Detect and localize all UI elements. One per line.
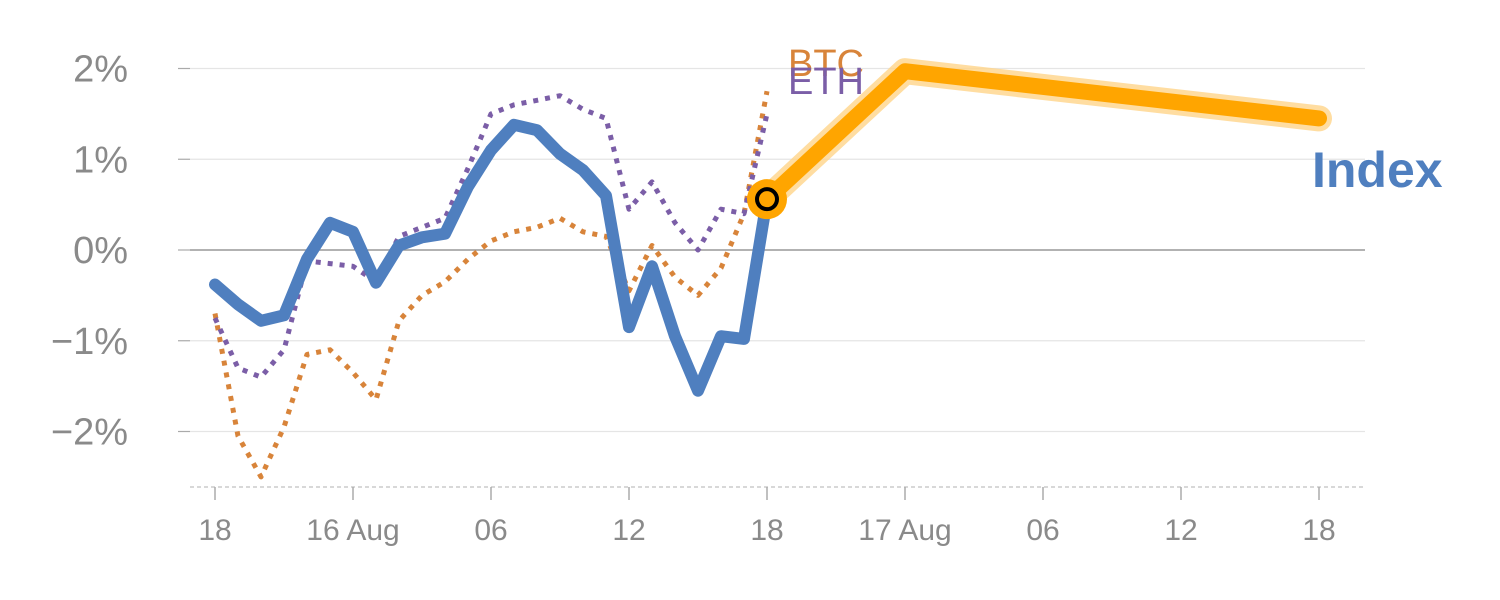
gridlines	[178, 67, 1365, 488]
series-layer	[209, 90, 773, 480]
x-tick-label: 06	[1026, 514, 1059, 547]
eth-series-line[interactable]	[212, 93, 770, 380]
x-tick-label: 12	[1164, 514, 1197, 547]
y-tick-label: 1%	[73, 139, 128, 181]
x-tick-label: 18	[1302, 514, 1335, 547]
x-axis: 18 16 Aug 06 12 18 17 Aug 06 12 18	[198, 487, 1336, 547]
x-tick-label: 18	[750, 514, 783, 547]
index-series-label: Index	[1312, 142, 1443, 198]
y-tick-label: 0%	[73, 230, 128, 272]
forecast-layer	[754, 58, 1332, 213]
eth-series-label: ETH	[788, 61, 864, 103]
btc-series-label: BTC	[788, 43, 864, 85]
y-tick-label: 2%	[73, 49, 128, 91]
current-value-marker-inner	[755, 187, 779, 212]
index-series-line[interactable]	[209, 118, 773, 397]
y-tick-label: −1%	[51, 321, 128, 363]
x-tick-label: 17 Aug	[858, 514, 951, 547]
y-tick-label: −2%	[51, 412, 128, 454]
y-axis: 2% 1% 0% −1% −2%	[51, 49, 128, 454]
forecast-line[interactable]	[759, 63, 1327, 208]
x-tick-label: 18	[198, 514, 231, 547]
x-tick-label: 12	[612, 514, 645, 547]
btc-series-line[interactable]	[212, 90, 770, 480]
x-tick-label: 06	[474, 514, 507, 547]
x-tick-label: 16 Aug	[306, 514, 399, 547]
